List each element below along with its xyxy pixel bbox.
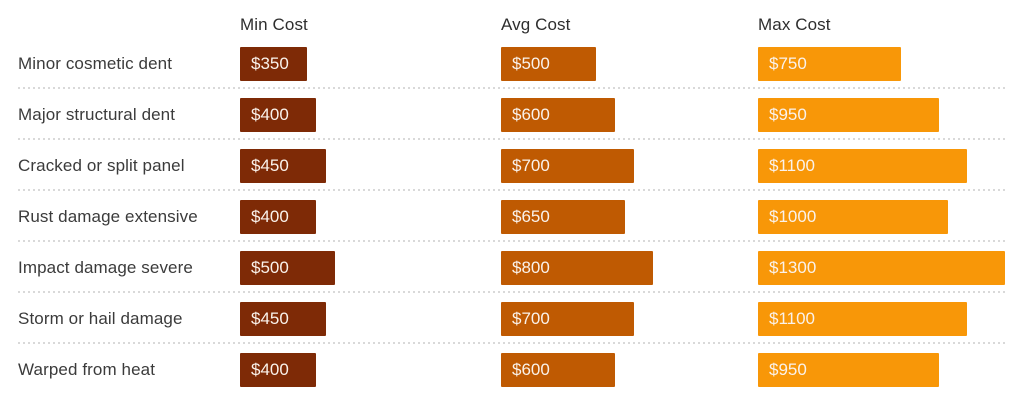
max-cost-value-label: $1100 xyxy=(769,155,816,175)
min-cost-value-label: $500 xyxy=(251,257,289,277)
max-cost-cell: $1300 xyxy=(758,250,1024,285)
min-cost-value-label: $450 xyxy=(251,155,289,175)
row-label: Rust damage extensive xyxy=(18,206,198,226)
row-label-cell: Rust damage extensive xyxy=(0,207,240,227)
table-row: Warped from heat $400 $600 $950 xyxy=(0,344,1024,395)
avg-cost-bar: $600 xyxy=(501,352,615,387)
avg-cost-cell: $600 xyxy=(501,97,758,132)
max-cost-value-label: $750 xyxy=(769,53,807,73)
min-cost-cell: $400 xyxy=(240,352,501,387)
row-label-cell: Minor cosmetic dent xyxy=(0,54,240,74)
max-cost-cell: $750 xyxy=(758,46,1024,81)
table-row: Storm or hail damage $450 $700 $1100 xyxy=(0,293,1024,344)
min-cost-bar: $400 xyxy=(240,199,316,234)
repair-cost-bar-chart: Min Cost Avg Cost Max Cost Minor cosmeti… xyxy=(0,0,1024,395)
avg-cost-cell: $600 xyxy=(501,352,758,387)
avg-cost-value-label: $700 xyxy=(512,308,550,328)
avg-cost-cell: $800 xyxy=(501,250,758,285)
max-cost-cell: $1000 xyxy=(758,199,1024,234)
avg-cost-value-label: $600 xyxy=(512,104,550,124)
min-cost-bar: $450 xyxy=(240,301,326,336)
min-cost-value-label: $400 xyxy=(251,104,289,124)
avg-cost-cell: $650 xyxy=(501,199,758,234)
column-header-min-cost: Min Cost xyxy=(240,15,308,34)
max-cost-bar: $1100 xyxy=(758,301,967,336)
max-cost-bar: $1000 xyxy=(758,199,948,234)
row-label: Impact damage severe xyxy=(18,257,193,277)
avg-cost-value-label: $600 xyxy=(512,359,550,379)
column-header-row: Min Cost Avg Cost Max Cost xyxy=(0,0,1024,38)
max-cost-cell: $1100 xyxy=(758,301,1024,336)
min-cost-cell: $350 xyxy=(240,46,501,81)
min-cost-cell: $450 xyxy=(240,301,501,336)
row-label: Cracked or split panel xyxy=(18,155,185,175)
avg-cost-value-label: $700 xyxy=(512,155,550,175)
max-cost-cell: $1100 xyxy=(758,148,1024,183)
max-cost-bar: $950 xyxy=(758,352,939,387)
row-label-cell: Warped from heat xyxy=(0,360,240,380)
avg-cost-cell: $700 xyxy=(501,301,758,336)
max-cost-cell: $950 xyxy=(758,352,1024,387)
avg-cost-bar: $500 xyxy=(501,46,596,81)
max-cost-value-label: $1100 xyxy=(769,308,816,328)
min-cost-value-label: $400 xyxy=(251,206,289,226)
max-cost-value-label: $1300 xyxy=(769,257,817,277)
min-cost-cell: $400 xyxy=(240,199,501,234)
max-cost-bar: $750 xyxy=(758,46,901,81)
table-row: Minor cosmetic dent $350 $500 $750 xyxy=(0,38,1024,89)
avg-cost-cell: $700 xyxy=(501,148,758,183)
min-cost-value-label: $450 xyxy=(251,308,289,328)
chart-rows: Minor cosmetic dent $350 $500 $750 Major… xyxy=(0,38,1024,395)
table-row: Cracked or split panel $450 $700 $1100 xyxy=(0,140,1024,191)
avg-cost-value-label: $650 xyxy=(512,206,550,226)
table-row: Rust damage extensive $400 $650 $1000 xyxy=(0,191,1024,242)
max-cost-value-label: $950 xyxy=(769,104,807,124)
max-cost-bar: $1300 xyxy=(758,250,1005,285)
row-label: Major structural dent xyxy=(18,104,176,124)
avg-cost-bar: $600 xyxy=(501,97,615,132)
avg-cost-bar: $800 xyxy=(501,250,653,285)
min-cost-bar: $400 xyxy=(240,97,316,132)
min-cost-cell: $500 xyxy=(240,250,501,285)
min-cost-cell: $450 xyxy=(240,148,501,183)
table-row: Major structural dent $400 $600 $950 xyxy=(0,89,1024,140)
avg-cost-bar: $650 xyxy=(501,199,625,234)
min-cost-bar: $400 xyxy=(240,352,316,387)
row-label: Minor cosmetic dent xyxy=(18,53,173,73)
avg-cost-value-label: $800 xyxy=(512,257,550,277)
table-row: Impact damage severe $500 $800 $1300 xyxy=(0,242,1024,293)
row-label: Storm or hail damage xyxy=(18,308,183,328)
row-label-cell: Major structural dent xyxy=(0,105,240,125)
min-cost-bar: $350 xyxy=(240,46,307,81)
max-cost-value-label: $1000 xyxy=(769,206,817,226)
max-cost-bar: $1100 xyxy=(758,148,967,183)
avg-cost-value-label: $500 xyxy=(512,53,550,73)
min-cost-value-label: $350 xyxy=(251,53,289,73)
row-label-cell: Cracked or split panel xyxy=(0,156,240,176)
min-cost-bar: $500 xyxy=(240,250,335,285)
max-cost-value-label: $950 xyxy=(769,359,807,379)
avg-cost-bar: $700 xyxy=(501,301,634,336)
min-cost-cell: $400 xyxy=(240,97,501,132)
row-label-cell: Storm or hail damage xyxy=(0,309,240,329)
row-label-cell: Impact damage severe xyxy=(0,258,240,278)
max-cost-cell: $950 xyxy=(758,97,1024,132)
max-cost-bar: $950 xyxy=(758,97,939,132)
min-cost-bar: $450 xyxy=(240,148,326,183)
column-header-max-cost: Max Cost xyxy=(758,15,831,34)
avg-cost-bar: $700 xyxy=(501,148,634,183)
column-header-avg-cost: Avg Cost xyxy=(501,15,571,34)
row-label: Warped from heat xyxy=(18,359,156,379)
avg-cost-cell: $500 xyxy=(501,46,758,81)
min-cost-value-label: $400 xyxy=(251,359,289,379)
